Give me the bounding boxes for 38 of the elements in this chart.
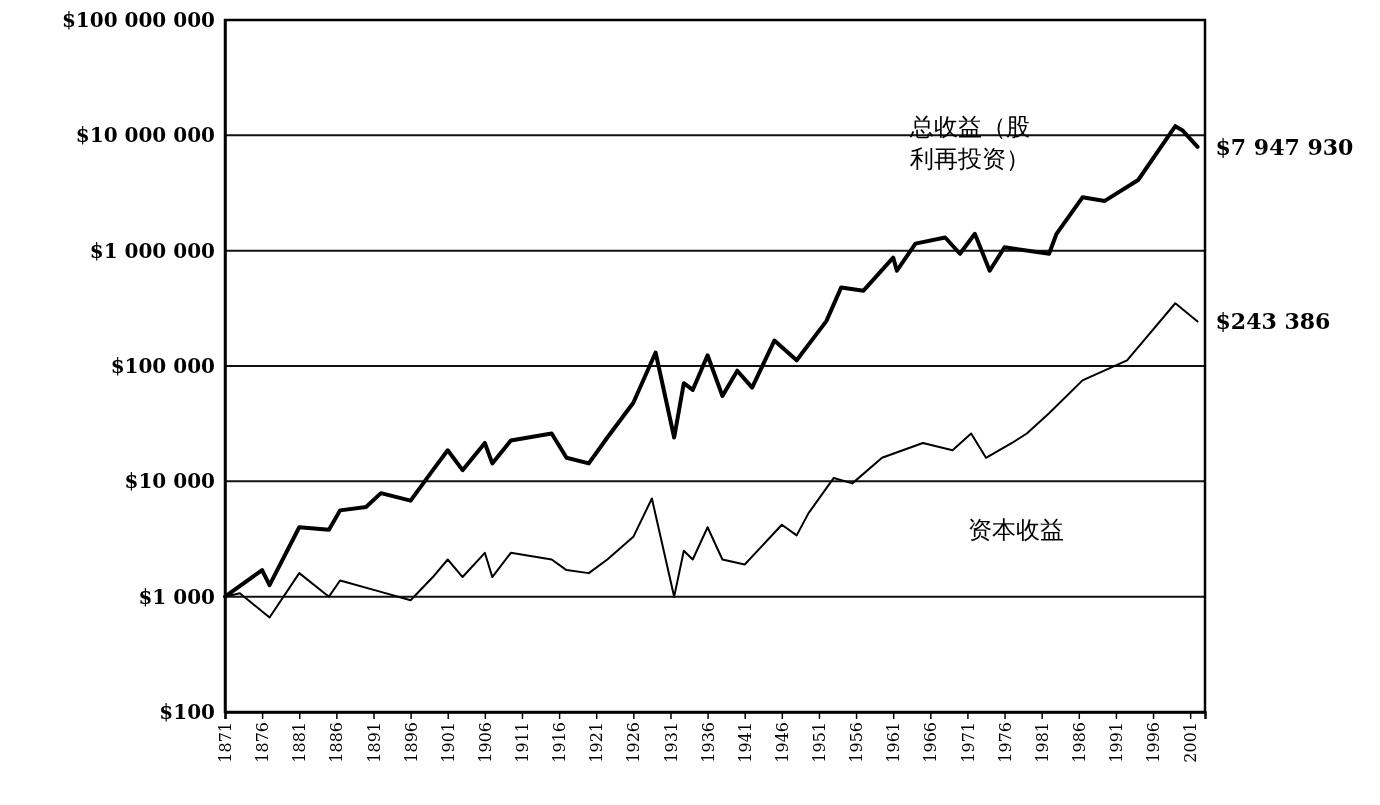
x-tick-label: 2001 [1181, 722, 1201, 763]
y-tick-label: $100 000 000 [61, 7, 215, 32]
x-tick-label: 1956 [847, 722, 867, 763]
x-tick-label: 1961 [884, 722, 904, 763]
x-tick-label: 1876 [253, 722, 273, 763]
x-tick-label: 1916 [550, 722, 570, 763]
x-tick-label: 1891 [364, 722, 384, 763]
annotation: $7 947 930 [1215, 133, 1354, 160]
x-tick-label: 1991 [1107, 722, 1127, 763]
x-tick-label: 1896 [401, 722, 421, 763]
x-tick-label: 1931 [661, 722, 681, 763]
x-tick-label: 1966 [921, 722, 941, 763]
x-tick-label: 1936 [698, 722, 718, 763]
y-tick-label: $10 000 [124, 469, 215, 494]
x-tick-label: 1946 [772, 722, 792, 763]
y-tick-label: $10 000 000 [75, 123, 215, 148]
x-tick-label: 1986 [1069, 722, 1089, 763]
x-tick-label: 1996 [1144, 722, 1164, 763]
x-tick-label: 1871 [216, 722, 236, 763]
x-tick-label: 1911 [513, 722, 533, 763]
x-tick-label: 1981 [1032, 722, 1052, 763]
x-tick-label: 1926 [624, 722, 644, 763]
x-tick-label: 1971 [958, 722, 978, 763]
x-tick-label: 1921 [587, 722, 607, 763]
x-tick-label: 1951 [810, 722, 830, 763]
annotation: $243 386 [1215, 308, 1331, 335]
x-tick-label: 1886 [327, 722, 347, 763]
y-tick-label: $1 000 [138, 584, 215, 609]
y-tick-label: $100 000 [110, 353, 215, 378]
x-tick-label: 1976 [995, 722, 1015, 763]
x-tick-label: 1941 [735, 722, 755, 763]
x-tick-label: 1901 [438, 722, 458, 763]
x-tick-label: 1881 [290, 722, 310, 763]
x-tick-label: 1906 [475, 722, 495, 763]
y-tick-label: $100 [159, 699, 215, 724]
text: 资本收益 [968, 516, 1065, 545]
y-tick-label: $1 000 000 [89, 238, 215, 263]
text: 总收益（股利再投资） [908, 113, 1030, 173]
